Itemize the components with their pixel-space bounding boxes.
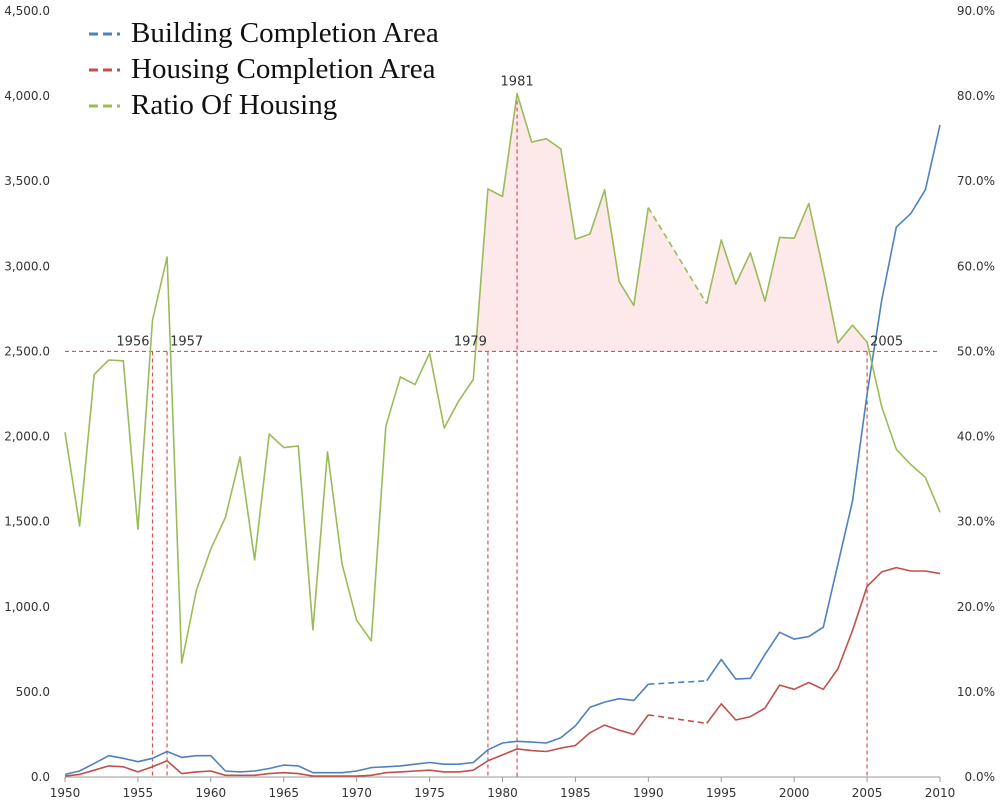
legend-label: Building Completion Area bbox=[131, 17, 439, 49]
x-tick-label: 1980 bbox=[487, 786, 518, 800]
annotation-label-1956: 1956 bbox=[116, 334, 149, 349]
reference-lines bbox=[65, 93, 940, 777]
x-tick-label: 1960 bbox=[196, 786, 227, 800]
shaded-area bbox=[475, 93, 870, 352]
y2-tick-label: 0.0% bbox=[965, 770, 996, 784]
y2-tick-label: 10.0% bbox=[957, 685, 995, 699]
legend-entry: Building Completion Area bbox=[89, 17, 439, 49]
axes: 1950 1955 1960 1965 1970 1975 1980 1985 1990 1995… bbox=[4, 4, 995, 800]
y2-tick-label: 80.0% bbox=[957, 89, 995, 103]
x-tick-label: 1955 bbox=[123, 786, 154, 800]
series-line-segment bbox=[706, 124, 941, 682]
series-line-segment bbox=[64, 92, 650, 664]
above-threshold-shading bbox=[475, 93, 870, 352]
series-housing-completion-area bbox=[64, 566, 941, 777]
legend-entry: Housing Completion Area bbox=[89, 53, 436, 85]
y-tick-label: 0.0 bbox=[31, 770, 50, 784]
y2-tick-label: 20.0% bbox=[957, 600, 995, 614]
series-dashed-segment bbox=[647, 207, 708, 305]
legend: Building Completion Area Housing Completi… bbox=[89, 17, 439, 121]
y2-tick-label: 90.0% bbox=[957, 4, 995, 18]
x-tick-label: 1965 bbox=[268, 786, 299, 800]
x-tick-label: 1950 bbox=[50, 786, 81, 800]
y-tick-label: 500.0 bbox=[16, 685, 50, 699]
y2-tick-label: 60.0% bbox=[957, 259, 995, 273]
annotation-labels: 1956 1957 1979 1981 2005 bbox=[116, 75, 903, 350]
series-dashed-segment bbox=[648, 714, 707, 725]
x-tick-label: 1995 bbox=[706, 786, 737, 800]
series-dashed-segment bbox=[648, 680, 707, 685]
legend-label: Ratio Of Housing bbox=[131, 89, 337, 121]
annotation-label-1981: 1981 bbox=[501, 75, 534, 90]
y2-tick-label: 70.0% bbox=[957, 174, 995, 188]
x-tick-label: 2000 bbox=[779, 786, 810, 800]
series-line-segment bbox=[64, 683, 649, 776]
y-tick-label: 2,500.0 bbox=[4, 344, 50, 358]
series-line-segment bbox=[705, 202, 941, 513]
y2-tick-label: 40.0% bbox=[957, 430, 995, 444]
legend-label: Housing Completion Area bbox=[131, 53, 436, 85]
x-tick-label: 1970 bbox=[341, 786, 372, 800]
y-tick-label: 3,500.0 bbox=[4, 174, 50, 188]
y-tick-label: 4,500.0 bbox=[4, 4, 50, 18]
series-building-completion-area bbox=[64, 124, 941, 776]
x-tick-label: 1990 bbox=[633, 786, 664, 800]
y-tick-label: 1,000.0 bbox=[4, 600, 50, 614]
y-tick-label: 4,000.0 bbox=[4, 89, 50, 103]
y2-tick-label: 50.0% bbox=[957, 344, 995, 358]
series-ratio-of-housing bbox=[64, 92, 941, 664]
x-tick-label: 2005 bbox=[852, 786, 883, 800]
y-tick-label: 2,000.0 bbox=[4, 430, 50, 444]
series-line-segment bbox=[64, 714, 649, 777]
x-tick-label: 2010 bbox=[925, 786, 956, 800]
annotation-label-2005: 2005 bbox=[870, 334, 903, 349]
annotation-label-1979: 1979 bbox=[454, 334, 487, 349]
annotation-label-1957: 1957 bbox=[170, 334, 203, 349]
x-tick-label: 1985 bbox=[560, 786, 591, 800]
y-tick-label: 3,000.0 bbox=[4, 259, 50, 273]
y-tick-label: 1,500.0 bbox=[4, 515, 50, 529]
series-lines bbox=[64, 92, 941, 777]
y2-tick-label: 30.0% bbox=[957, 515, 995, 529]
x-tick-label: 1975 bbox=[414, 786, 445, 800]
series-line-segment bbox=[706, 566, 941, 724]
legend-entry: Ratio Of Housing bbox=[89, 89, 337, 121]
